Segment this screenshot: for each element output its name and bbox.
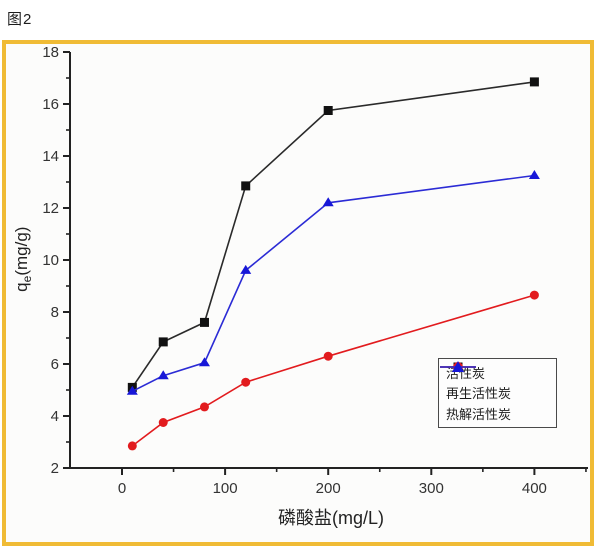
data-point-circle (529, 290, 539, 300)
y-axis-label-sub: e (20, 275, 35, 283)
data-point-circle (127, 441, 137, 451)
y-tick-label: 8 (51, 304, 59, 321)
x-tick-label: 0 (118, 480, 126, 497)
chart-frame: 2 4 6 8 10 12 14 16 18 0 100 200 300 400 qe(mg/g) 磷酸盐… (2, 40, 594, 546)
y-tick-label: 6 (51, 356, 59, 373)
data-point-triangle (126, 385, 138, 395)
data-point-circle (199, 402, 209, 412)
data-point-triangle (240, 264, 252, 274)
y-axis-label: qe(mg/g) (12, 204, 34, 314)
series-line-0 (131, 81, 535, 388)
y-axis-label-units: (mg/g) (11, 226, 31, 276)
y-tick-label: 14 (42, 148, 59, 165)
x-axis-label: 磷酸盐(mg/L) (277, 508, 384, 528)
data-point-square (241, 181, 251, 191)
line-chart: 2 4 6 8 10 12 14 16 18 0 100 200 300 400 (42, 44, 588, 497)
data-point-circle (323, 351, 333, 361)
y-axis-label-main: q (11, 282, 31, 292)
y-tick-label: 10 (42, 252, 59, 269)
data-point-square (323, 106, 333, 115)
y-tick-label: 12 (42, 200, 59, 217)
data-point-square (529, 77, 539, 87)
data-point-triangle (157, 370, 169, 380)
x-tick-label: 100 (213, 480, 238, 497)
figure-label: 图2 (7, 11, 33, 28)
legend-label: 热解活性炭 (446, 407, 512, 423)
data-point-circle (241, 377, 251, 387)
series-line-2 (131, 174, 535, 393)
data-point-circle (158, 418, 168, 427)
y-tick-label: 2 (51, 460, 59, 477)
y-tick-label: 18 (42, 44, 59, 61)
y-tick-label: 16 (42, 96, 59, 113)
legend-label: 再生活性炭 (446, 386, 512, 402)
legend-item-1: 再生活性炭 (439, 362, 556, 402)
x-tick-label: 200 (316, 480, 341, 497)
legend-item-2: 热解活性炭 (439, 361, 556, 423)
data-point-triangle (322, 197, 334, 207)
y-tick-label: 4 (51, 408, 59, 425)
x-tick-label: 300 (419, 480, 444, 497)
data-point-triangle (198, 357, 210, 367)
data-point-square (158, 337, 168, 347)
legend: 活性炭 再生活性炭 热解活性炭 (438, 358, 557, 428)
data-point-square (199, 317, 209, 327)
legend-marker-triangle-up-icon (440, 361, 476, 372)
x-tick-label: 400 (522, 480, 547, 497)
series-line-1 (131, 294, 535, 447)
data-point-triangle (528, 170, 540, 179)
